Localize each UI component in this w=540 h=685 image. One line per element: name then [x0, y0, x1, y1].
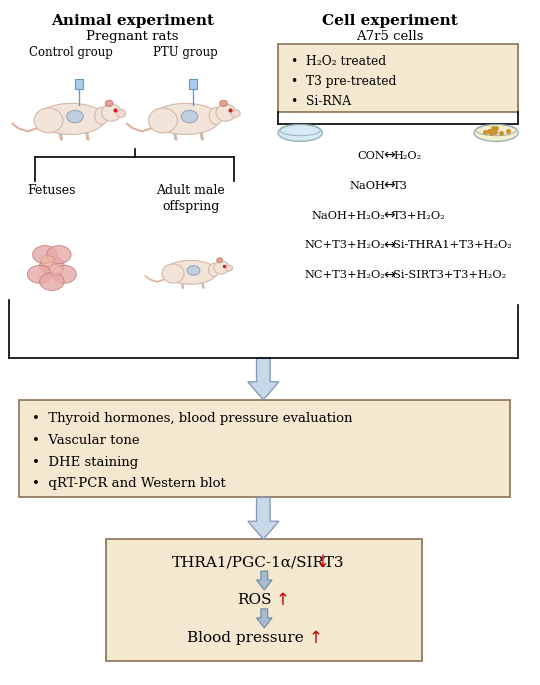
Text: ↑: ↑ — [276, 591, 290, 609]
Text: •  T3 pre-treated: • T3 pre-treated — [292, 75, 397, 88]
Ellipse shape — [148, 108, 178, 133]
Text: •  DHE staining: • DHE staining — [32, 456, 139, 469]
Ellipse shape — [117, 110, 126, 117]
Ellipse shape — [94, 108, 109, 125]
Text: •  qRT-PCR and Western blot: • qRT-PCR and Western blot — [32, 477, 226, 490]
Ellipse shape — [46, 246, 71, 264]
Ellipse shape — [32, 246, 57, 264]
Polygon shape — [256, 571, 272, 590]
Text: Si-SIRT3+T3+H₂O₂: Si-SIRT3+T3+H₂O₂ — [393, 271, 507, 280]
Text: Blood pressure: Blood pressure — [186, 631, 303, 645]
Text: T3+H₂O₂: T3+H₂O₂ — [393, 210, 446, 221]
Ellipse shape — [37, 103, 105, 134]
Text: ↔: ↔ — [383, 149, 395, 163]
FancyBboxPatch shape — [278, 45, 518, 112]
Text: NaOH: NaOH — [350, 181, 386, 190]
FancyBboxPatch shape — [19, 400, 510, 497]
Ellipse shape — [67, 110, 83, 123]
Ellipse shape — [152, 103, 220, 134]
Text: ↔: ↔ — [383, 179, 395, 192]
Text: PTU group: PTU group — [153, 46, 218, 59]
Ellipse shape — [28, 265, 52, 283]
Ellipse shape — [231, 110, 240, 117]
Text: CON: CON — [358, 151, 386, 161]
Text: •  Thyroid hormones, blood pressure evaluation: • Thyroid hormones, blood pressure evalu… — [32, 412, 353, 425]
Text: THRA1/PGC-1α/SIRT3: THRA1/PGC-1α/SIRT3 — [172, 555, 345, 569]
Text: ↔: ↔ — [383, 238, 395, 252]
Text: ↑: ↑ — [309, 629, 323, 647]
FancyBboxPatch shape — [106, 539, 422, 661]
Text: NaOH+H₂O₂: NaOH+H₂O₂ — [312, 210, 386, 221]
Ellipse shape — [41, 256, 54, 266]
Polygon shape — [256, 609, 272, 628]
Ellipse shape — [209, 108, 223, 125]
Text: •  Vascular tone: • Vascular tone — [32, 434, 140, 447]
Text: ↓: ↓ — [316, 553, 330, 571]
Bar — [75, 79, 83, 89]
Text: A7r5 cells: A7r5 cells — [356, 30, 423, 43]
Ellipse shape — [105, 100, 113, 106]
Ellipse shape — [164, 260, 217, 284]
Text: •  H₂O₂ treated: • H₂O₂ treated — [292, 55, 387, 68]
Ellipse shape — [208, 263, 219, 277]
Ellipse shape — [226, 265, 233, 271]
Text: Cell experiment: Cell experiment — [321, 14, 457, 28]
Ellipse shape — [474, 125, 518, 141]
Text: T3: T3 — [393, 181, 408, 190]
Text: •  Si-RNA: • Si-RNA — [292, 95, 352, 108]
Text: Fetuses: Fetuses — [28, 184, 76, 197]
Text: NC+T3+H₂O₂: NC+T3+H₂O₂ — [305, 240, 386, 251]
Polygon shape — [248, 358, 279, 400]
Ellipse shape — [217, 258, 222, 263]
Ellipse shape — [52, 265, 76, 283]
Ellipse shape — [216, 104, 235, 121]
Ellipse shape — [50, 264, 63, 275]
Text: Pregnant rats: Pregnant rats — [86, 30, 179, 43]
Text: Control group: Control group — [29, 46, 113, 59]
Ellipse shape — [187, 266, 200, 275]
Text: ↔: ↔ — [383, 269, 395, 282]
Ellipse shape — [214, 261, 229, 274]
Bar — [190, 79, 197, 89]
Ellipse shape — [220, 100, 227, 106]
Ellipse shape — [39, 273, 64, 290]
Ellipse shape — [34, 108, 63, 133]
Text: ↔: ↔ — [383, 208, 395, 223]
Ellipse shape — [162, 264, 184, 283]
Ellipse shape — [278, 125, 322, 141]
Polygon shape — [248, 497, 279, 539]
Text: NC+T3+H₂O₂: NC+T3+H₂O₂ — [305, 271, 386, 280]
Ellipse shape — [181, 110, 198, 123]
Ellipse shape — [102, 104, 121, 121]
Text: H₂O₂: H₂O₂ — [393, 151, 421, 161]
Text: Animal experiment: Animal experiment — [51, 14, 214, 28]
Ellipse shape — [39, 256, 64, 274]
Text: Si-THRA1+T3+H₂O₂: Si-THRA1+T3+H₂O₂ — [393, 240, 512, 251]
Text: ROS: ROS — [238, 593, 272, 607]
Text: Adult male
offspring: Adult male offspring — [156, 184, 225, 212]
